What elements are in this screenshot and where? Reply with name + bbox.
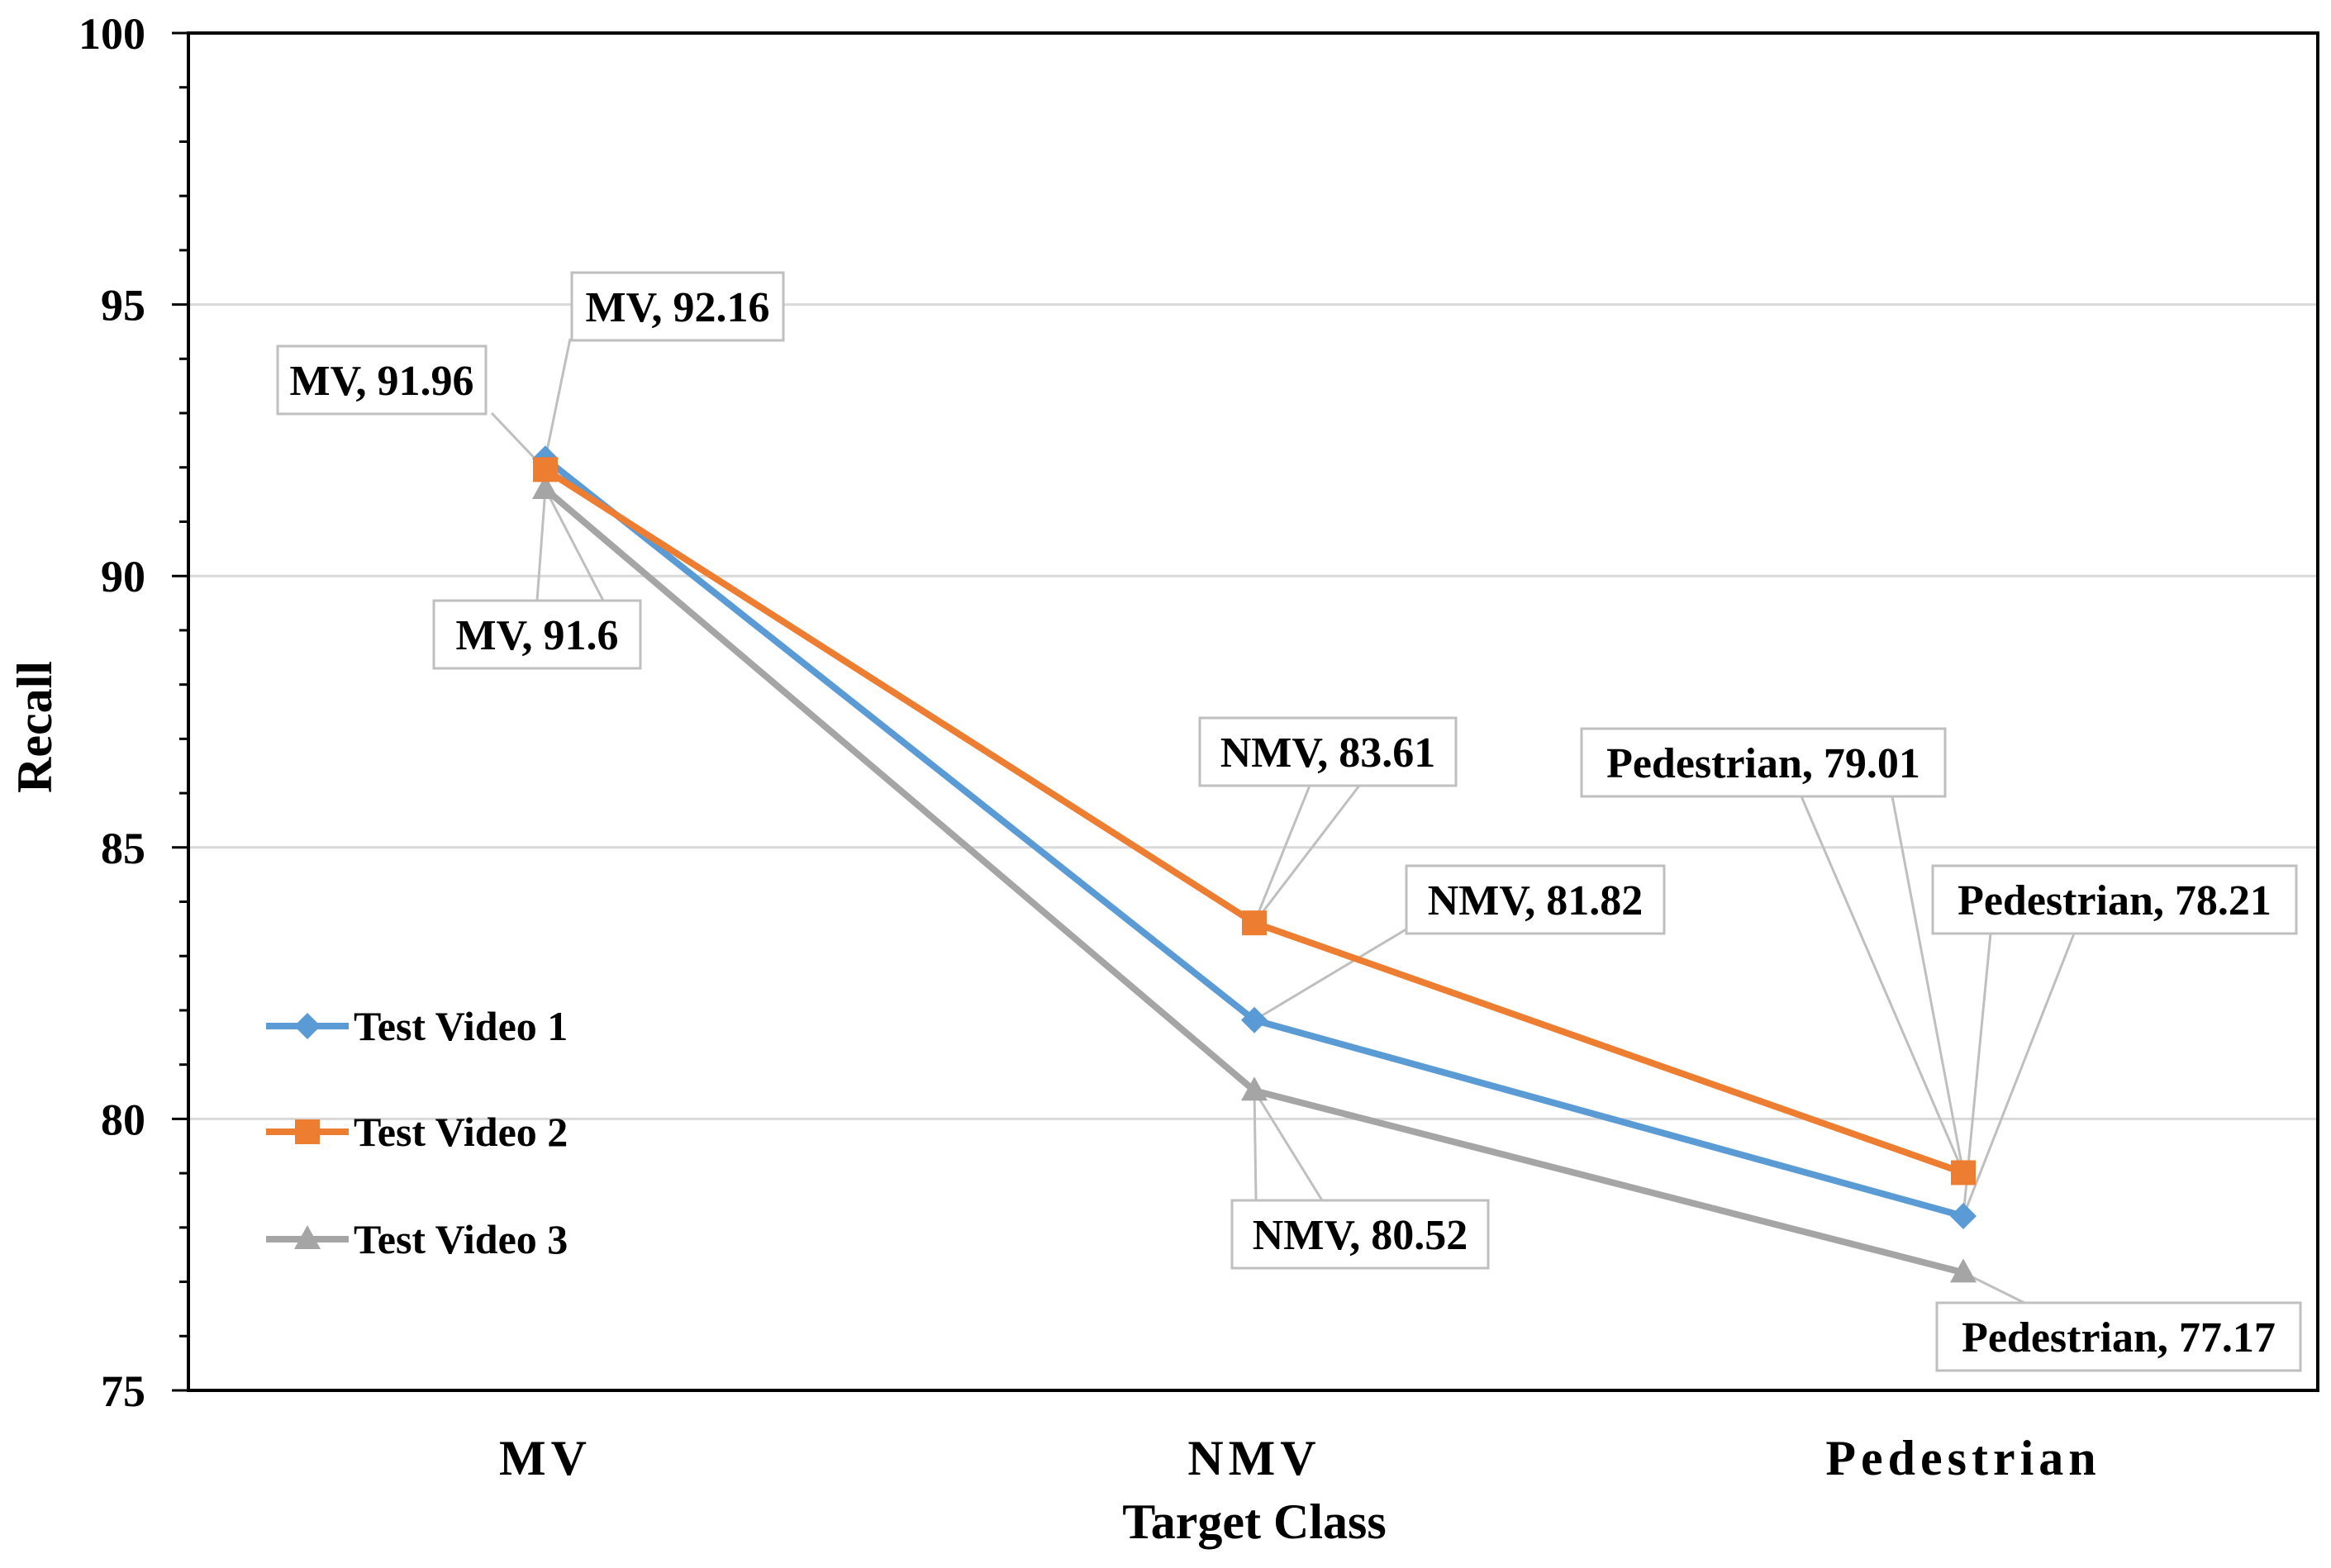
data-label: NMV, 83.61 — [1220, 729, 1435, 777]
y-tick-label: 75 — [101, 1366, 145, 1416]
series-2-point — [1242, 910, 1267, 936]
series-3-point — [1241, 1076, 1268, 1101]
data-label-box — [570, 271, 785, 342]
y-tick-label: 95 — [101, 281, 145, 330]
data-label: NMV, 80.52 — [1253, 1212, 1468, 1259]
legend-marker — [294, 1225, 321, 1249]
data-label: NMV, 81.82 — [1428, 877, 1643, 924]
data-label-leader — [1253, 785, 1361, 924]
data-label-leaders — [490, 338, 2076, 1304]
legend-label: Test Video 1 — [354, 1003, 568, 1049]
x-category-label: Pedestrian — [1825, 1431, 2100, 1485]
series-3-point — [1950, 1258, 1977, 1283]
data-label-box — [1931, 864, 2298, 935]
data-label-box — [1935, 1301, 2302, 1372]
legend: Test Video 1 Test Video 2 Test Video 3 — [266, 1003, 568, 1262]
series-1-point — [1241, 1006, 1268, 1033]
legend-label: Test Video 3 — [354, 1216, 568, 1262]
data-label-box — [1230, 1199, 1490, 1270]
data-label-box — [1580, 727, 1947, 798]
y-tick-label: 80 — [101, 1095, 145, 1144]
series-markers — [532, 445, 1977, 1283]
gridlines — [188, 303, 2318, 1120]
data-label-leader — [1253, 1090, 1324, 1201]
data-label-box — [1405, 864, 1666, 935]
data-label-leader — [1891, 796, 1965, 1173]
x-axis-title: Target Class — [1122, 1494, 1386, 1549]
series-3-point — [532, 475, 559, 500]
data-label-box — [432, 599, 642, 670]
data-label-leader — [535, 488, 547, 601]
y-tick-label: 100 — [78, 9, 145, 59]
data-label-leader — [1253, 1090, 1258, 1201]
data-label: Pedestrian, 79.01 — [1606, 740, 1920, 787]
plot-border — [187, 31, 2319, 1392]
data-label: Pedestrian, 78.21 — [1958, 877, 2272, 924]
data-label: MV, 92.16 — [586, 284, 770, 331]
data-label-leader — [544, 488, 605, 601]
y-tick-label: 90 — [101, 552, 145, 601]
x-category-label: MV — [499, 1431, 592, 1485]
series-2-point — [1951, 1160, 1976, 1186]
data-label-box — [1198, 716, 1458, 787]
legend-marker — [295, 1119, 320, 1144]
data-label-leader — [544, 338, 572, 459]
legend-marker — [294, 1013, 321, 1039]
data-label-leader — [1800, 796, 1965, 1174]
series-1-point — [1950, 1203, 1977, 1230]
data-label-leader — [1254, 924, 1414, 1022]
y-tick-label: 85 — [101, 824, 145, 873]
data-labels: MV, 92.16 MV, 91.96 MV, 91.6 NMV, 83.61 NMV,… — [276, 271, 2302, 1372]
data-label-leader — [1962, 933, 2076, 1217]
y-axis-title: Recall — [7, 661, 62, 793]
legend-label: Test Video 2 — [354, 1109, 568, 1155]
data-label-leader — [1253, 785, 1311, 924]
x-category-label: NMV — [1187, 1431, 1320, 1485]
data-label-box — [276, 344, 488, 416]
data-label: MV, 91.6 — [456, 612, 619, 659]
data-label: MV, 91.96 — [290, 358, 474, 405]
series-2-point — [533, 457, 558, 482]
axes: 75 80 85 90 95 100 MV NMV Pedestrian — [78, 9, 2319, 1485]
data-label: Pedestrian, 77.17 — [1962, 1314, 2276, 1361]
